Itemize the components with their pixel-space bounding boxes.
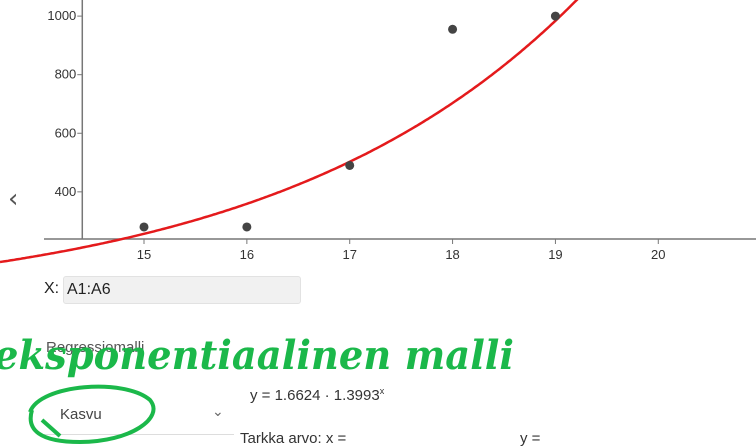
plot-axes [44, 0, 756, 240]
y-tick-label: 1000 [47, 8, 76, 23]
data-point [345, 160, 355, 170]
x-tick-label: 17 [342, 247, 356, 262]
select-underline [44, 434, 234, 435]
y-tick-label: 800 [55, 67, 77, 82]
x-tick-label: 19 [548, 247, 562, 262]
chevron-left-icon[interactable]: ‹ [8, 184, 19, 214]
data-point [139, 222, 149, 232]
exact-value-y: y = [520, 430, 541, 447]
regression-model-label: Regressiomalli [46, 339, 145, 356]
equation-exponent: x [379, 386, 385, 396]
regression-curve [0, 0, 579, 264]
data-points [139, 11, 560, 232]
data-point [550, 11, 560, 21]
regression-model-select[interactable]: Kasvu ⌄ [44, 398, 234, 435]
x-range-input[interactable]: A1:A6 [63, 276, 301, 304]
x-tick-label: 20 [651, 247, 665, 262]
x-tick-label: 15 [137, 247, 151, 262]
equation-text: y = 1.6624 · 1.3993 [250, 387, 380, 404]
exact-value-label: Tarkka arvo: x = [240, 430, 347, 447]
x-tick-label: 16 [240, 247, 254, 262]
y-tick-label: 400 [55, 184, 77, 199]
regression-equation: y = 1.6624 · 1.3993x [250, 386, 384, 404]
chevron-down-icon: ⌄ [212, 404, 224, 420]
y-tick-label: 600 [55, 125, 77, 140]
data-point [448, 24, 458, 34]
regression-model-value: Kasvu [60, 406, 102, 423]
plot-ticks: 15 16 17 18 19 20 400 600 800 1000 [47, 8, 665, 262]
x-range-label: X: [44, 280, 60, 297]
data-point [242, 222, 252, 232]
x-tick-label: 18 [445, 247, 459, 262]
